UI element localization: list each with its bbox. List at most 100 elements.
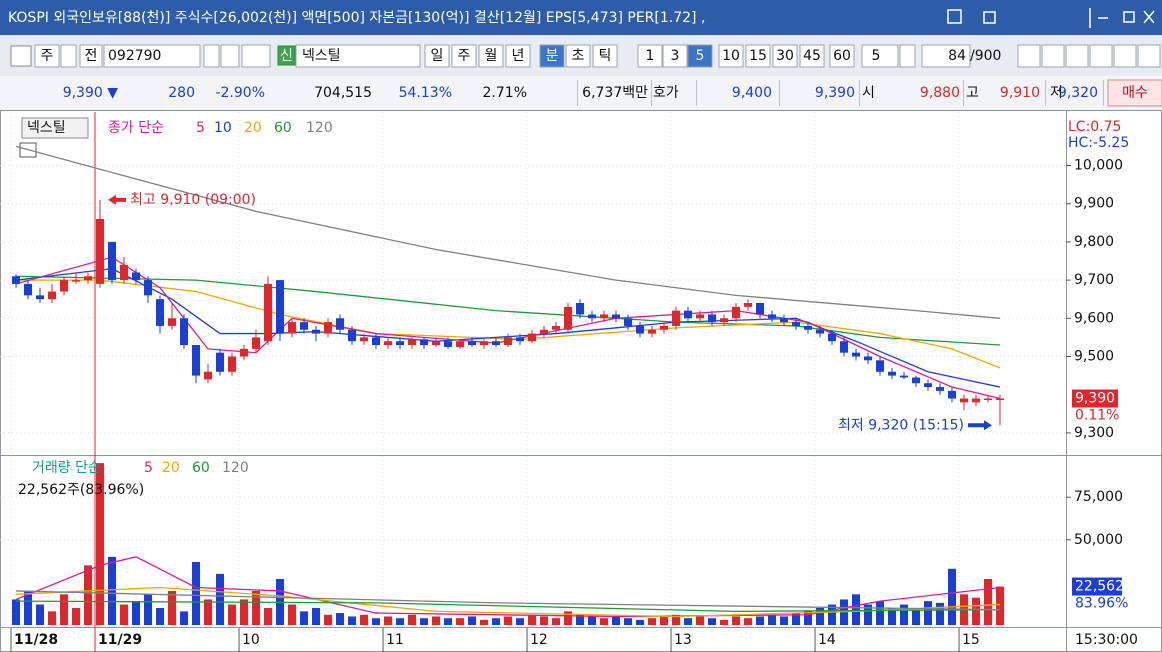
- candle-body: [468, 341, 476, 346]
- candle-body: [840, 341, 848, 353]
- tool-button[interactable]: [1017, 44, 1041, 68]
- volume-bar: [804, 611, 812, 625]
- volume-ma-line: [15, 586, 1001, 618]
- interval-button[interactable]: [505, 44, 531, 68]
- hc-label: HC:-5.25: [1068, 135, 1129, 151]
- candle-body: [480, 341, 488, 346]
- candle-body: [60, 280, 68, 292]
- search-button[interactable]: [220, 44, 240, 68]
- minute: 30: [776, 48, 794, 64]
- candle-body: [408, 339, 416, 346]
- candle-body: [456, 341, 464, 347]
- interval-button[interactable]: [539, 44, 565, 68]
- volume-bar: [564, 611, 572, 625]
- volume-bar: [324, 614, 332, 625]
- interval-button[interactable]: [451, 44, 477, 68]
- x-tick-label: 15: [962, 632, 980, 648]
- interval-button[interactable]: [592, 44, 618, 68]
- y-tick-label: 9,300: [1074, 425, 1114, 441]
- volume-bar: [444, 618, 452, 625]
- candle-body: [156, 299, 164, 326]
- minute-button[interactable]: [829, 44, 855, 68]
- candle-body: [228, 356, 236, 372]
- candle-body: [708, 314, 716, 323]
- candle-body: [720, 318, 728, 323]
- x-tick-label: 11/29: [98, 632, 142, 648]
- volume-bar: [72, 607, 80, 625]
- volume-bar: [24, 590, 32, 625]
- legend-volume: 거래량 단순: [32, 460, 101, 476]
- interval-button[interactable]: [424, 44, 450, 68]
- minute-button[interactable]: [745, 44, 771, 68]
- minute-button[interactable]: [637, 44, 663, 68]
- tool-button[interactable]: [1113, 44, 1137, 68]
- candle-body: [768, 314, 776, 319]
- quote-ratio: 54.13%: [399, 85, 452, 101]
- x-tick-label: 12: [530, 632, 548, 648]
- current-pct: 0.11%: [1075, 408, 1119, 424]
- volume-bar: [708, 618, 716, 625]
- volume-bar: [108, 556, 116, 625]
- minute-button[interactable]: [687, 44, 713, 68]
- volume-bar: [456, 618, 464, 625]
- code-input[interactable]: [103, 44, 201, 68]
- minute: 10: [722, 48, 740, 64]
- volume-bar: [912, 609, 920, 625]
- legend-entry: 5: [196, 120, 205, 136]
- candle-body: [924, 383, 932, 388]
- candle-body: [336, 318, 344, 330]
- stock-name: 넥스틸: [302, 48, 341, 64]
- count: 84: [948, 48, 966, 64]
- candle-body: [108, 241, 116, 281]
- volume-bar: [408, 614, 416, 625]
- candle-body: [348, 329, 356, 342]
- volume-bar: [948, 568, 956, 625]
- volume-bar: [756, 616, 764, 625]
- nav-button[interactable]: [241, 44, 271, 68]
- count-input[interactable]: [921, 44, 971, 68]
- candle-body: [132, 272, 140, 281]
- dropdown[interactable]: [203, 44, 220, 68]
- prev-button[interactable]: [79, 44, 103, 68]
- candle-body: [996, 398, 1004, 401]
- dropdown[interactable]: [899, 44, 916, 68]
- x-tick-label: 11: [386, 632, 404, 648]
- minute-button[interactable]: [662, 44, 688, 68]
- candle-body: [360, 337, 368, 342]
- minute-button[interactable]: [799, 44, 825, 68]
- dropdown[interactable]: [60, 44, 77, 68]
- period: 주: [41, 48, 54, 64]
- volume-bar: [624, 618, 632, 625]
- volume-tick-label: 75,000: [1074, 489, 1123, 505]
- code: 092790: [108, 48, 161, 64]
- interval-button[interactable]: [565, 44, 591, 68]
- interval: 초: [572, 48, 585, 64]
- chart-icon[interactable]: [10, 45, 32, 67]
- candle-body: [168, 318, 176, 326]
- tool-button[interactable]: [1041, 44, 1065, 68]
- name-input[interactable]: [295, 44, 421, 68]
- lc-label: LC:0.75: [1068, 119, 1121, 135]
- tool-button[interactable]: [1137, 44, 1161, 68]
- unit-select[interactable]: [861, 44, 899, 68]
- tool-button[interactable]: [1065, 44, 1089, 68]
- volume-bar: [48, 611, 56, 625]
- candle-body: [240, 348, 248, 357]
- quote-open-label: 시: [862, 85, 875, 101]
- candle-body: [36, 295, 44, 300]
- candle-body: [804, 325, 812, 330]
- ma-line: [15, 275, 1001, 346]
- buy-button[interactable]: [1107, 79, 1162, 107]
- volume-bar: [768, 614, 776, 625]
- interval-button[interactable]: [478, 44, 504, 68]
- quote-volume: 704,515: [314, 85, 372, 101]
- x-tick-label: 10: [242, 632, 260, 648]
- title-bar: [0, 0, 1162, 35]
- minute-button[interactable]: [718, 44, 744, 68]
- candle-body: [744, 303, 752, 307]
- minute-button[interactable]: [772, 44, 798, 68]
- candle-body: [684, 310, 692, 319]
- period-select[interactable]: [34, 44, 60, 68]
- tool-button[interactable]: [1089, 44, 1113, 68]
